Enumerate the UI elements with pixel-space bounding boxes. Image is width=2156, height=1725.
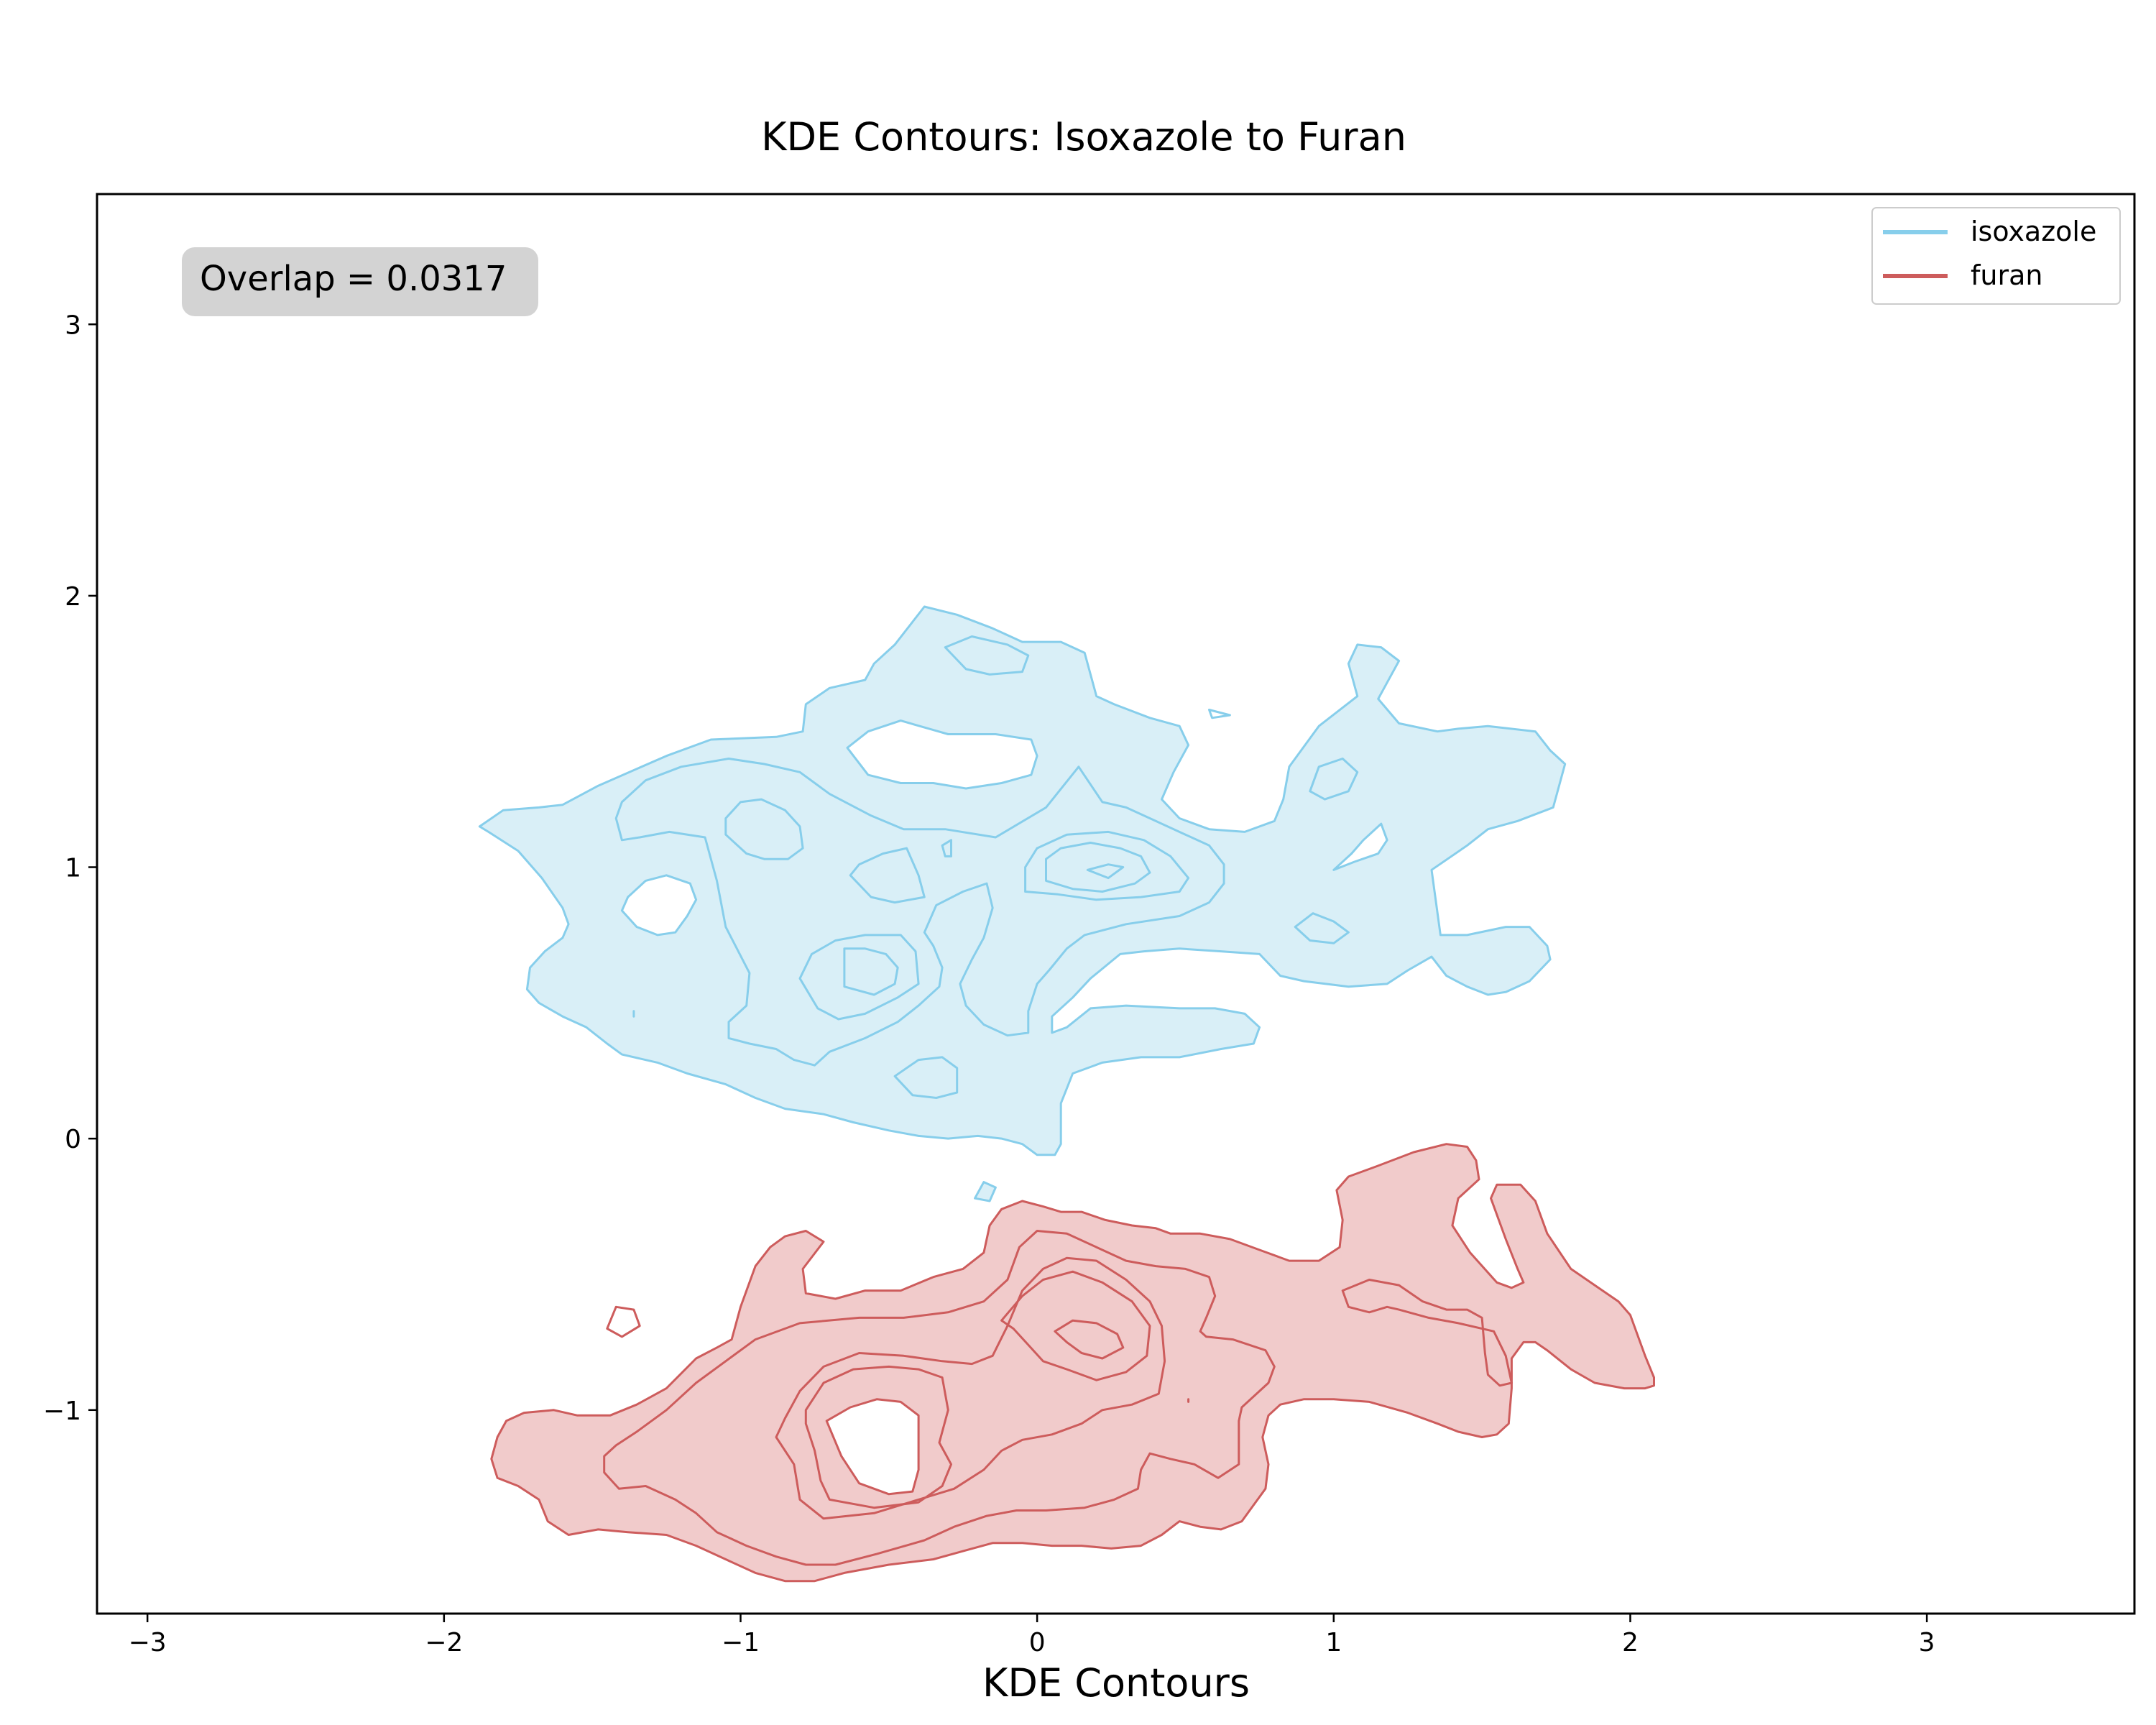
contour-fill-isoxazole	[479, 607, 1565, 1155]
contour-line-isoxazole-4	[843, 947, 899, 996]
contour-line-isoxazole-0	[614, 758, 1225, 1067]
contour-line-isoxazole-5	[893, 1056, 959, 1099]
y-tick-label: −1	[43, 1397, 81, 1426]
contour-line-furan-2	[804, 1365, 952, 1509]
legend: isoxazole furan	[1871, 207, 2121, 305]
chart-title: KDE Contours: Isoxazole to Furan	[761, 114, 1406, 160]
y-tick-label: 2	[65, 582, 81, 612]
contour-line-outer-isoxazole	[478, 605, 1567, 1156]
contour-line-hole-isoxazole-0	[620, 874, 698, 937]
x-tick-label: −2	[425, 1628, 463, 1657]
contour-line-outer-series-2	[974, 1181, 997, 1202]
x-tick-label: −3	[129, 1628, 167, 1657]
x-tick-label: 1	[1325, 1628, 1342, 1657]
contour-line-furan-6	[606, 1305, 641, 1338]
contour-line-isoxazole-6	[944, 635, 1030, 676]
contour-line-isoxazole-9	[1045, 842, 1151, 893]
contour-series-series-2	[974, 1181, 997, 1202]
contour-line-furan-3	[1000, 1270, 1151, 1381]
contour-line-isoxazole-8	[1024, 830, 1190, 901]
y-axis: −1 0 1 2 3	[43, 310, 97, 1426]
contour-line-isoxazole-1	[724, 798, 804, 860]
contour-line-isoxazole-7	[941, 839, 952, 857]
x-axis-label: KDE Contours	[982, 1660, 1250, 1706]
contour-line-hole-furan-0	[825, 1398, 920, 1496]
contour-line-isoxazole-2	[849, 847, 926, 904]
contour-line-hole-isoxazole-1	[846, 719, 1038, 790]
contour-line-isoxazole-10	[1086, 863, 1125, 880]
plot-frame	[96, 193, 2136, 1615]
contour-line-isoxazole-13	[1294, 912, 1350, 944]
overlap-annotation: Overlap = 0.0317	[182, 247, 538, 316]
x-axis: −3 −2 −1 0 1 2 3	[129, 1614, 1935, 1657]
x-tick-label: 3	[1919, 1628, 1935, 1657]
contour-fill-series-2	[975, 1182, 996, 1201]
legend-label-isoxazole: isoxazole	[1971, 216, 2096, 247]
contour-line-hole-isoxazole-2	[1332, 822, 1388, 871]
contour-series-isoxazole	[478, 605, 1567, 1156]
contour-line-furan-1	[775, 1256, 1166, 1520]
contour-fill-furan	[491, 1144, 1654, 1581]
contour-series-furan	[490, 1143, 1655, 1583]
contour-line-furan-5	[1341, 1279, 1513, 1387]
contour-line-isoxazole-12	[1309, 758, 1359, 801]
x-tick-label: −1	[722, 1628, 760, 1657]
x-tick-label: 2	[1622, 1628, 1639, 1657]
y-tick-label: 0	[65, 1125, 81, 1154]
contour-line-outer-furan	[490, 1143, 1655, 1583]
contour-line-isoxazole-3	[798, 934, 920, 1021]
contour-layer	[478, 605, 1655, 1583]
contour-line-furan-0	[603, 1230, 1276, 1566]
contour-line-isoxazole-11	[1208, 709, 1231, 719]
annotation-text: Overlap = 0.0317	[200, 259, 507, 299]
annotation-box	[182, 247, 538, 316]
legend-label-furan: furan	[1971, 259, 2042, 291]
y-tick-label: 1	[65, 854, 81, 883]
contour-line-furan-4	[1054, 1319, 1125, 1360]
y-tick-label: 3	[65, 310, 81, 340]
x-tick-label: 0	[1029, 1628, 1046, 1657]
